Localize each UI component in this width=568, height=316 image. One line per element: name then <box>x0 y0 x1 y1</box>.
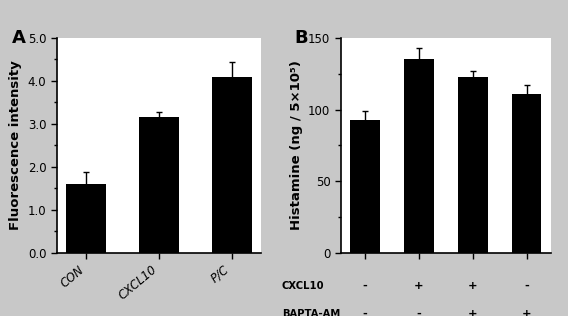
Text: -: - <box>363 281 367 291</box>
Bar <box>139 118 179 253</box>
Text: +: + <box>468 309 478 316</box>
Bar <box>350 119 380 253</box>
Text: +: + <box>414 281 424 291</box>
Text: -: - <box>416 309 421 316</box>
Y-axis label: Histamine (ng / 5×10⁵): Histamine (ng / 5×10⁵) <box>290 60 303 230</box>
Bar <box>404 59 434 253</box>
Text: -: - <box>524 281 529 291</box>
Text: +: + <box>468 281 478 291</box>
Text: A: A <box>12 29 26 47</box>
Bar <box>212 76 252 253</box>
Text: B: B <box>295 29 308 47</box>
Bar <box>458 76 487 253</box>
Text: BAPTA-AM: BAPTA-AM <box>282 309 340 316</box>
Text: -: - <box>363 309 367 316</box>
Bar <box>66 184 106 253</box>
Bar <box>512 94 541 253</box>
Text: +: + <box>522 309 532 316</box>
Text: CXCL10: CXCL10 <box>282 281 324 291</box>
Y-axis label: Fluorescence intensity: Fluorescence intensity <box>9 60 22 230</box>
